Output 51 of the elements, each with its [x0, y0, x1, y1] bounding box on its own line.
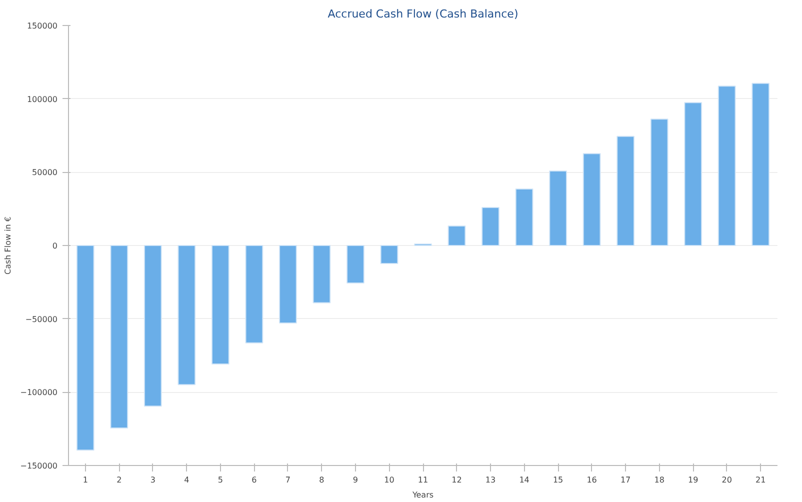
y-tick-label: 150000	[26, 22, 58, 30]
x-tick-label: 12	[452, 476, 462, 484]
bar	[718, 86, 736, 246]
x-tick-label: 14	[519, 476, 530, 484]
bar	[582, 153, 601, 246]
x-tick-label: 13	[485, 476, 496, 484]
x-tick-label: 15	[552, 476, 564, 484]
bar	[178, 245, 196, 386]
y-axis-title: Cash Flow in €	[3, 216, 12, 274]
bar	[245, 245, 264, 344]
bar	[346, 245, 364, 284]
bar	[650, 118, 668, 246]
x-tick-label: 7	[285, 476, 290, 484]
chart-title: Accrued Cash Flow (Cash Balance)	[328, 8, 518, 20]
x-tick-label: 6	[252, 476, 257, 484]
bar	[482, 207, 500, 246]
bar	[752, 82, 770, 246]
x-tick-label: 18	[654, 476, 664, 484]
bar	[515, 188, 534, 246]
x-tick-label: 20	[722, 476, 732, 484]
bar	[684, 102, 702, 246]
bar	[312, 245, 331, 304]
x-tick-label: 4	[184, 476, 190, 484]
y-tick-label: 50000	[32, 168, 58, 178]
bar	[76, 245, 94, 451]
x-tick-label: 1	[82, 476, 88, 484]
y-tick-label: 0	[52, 242, 58, 250]
x-tick-label: 3	[150, 476, 156, 484]
x-tick-label: 17	[620, 476, 631, 484]
y-tick-label: −100000	[20, 388, 58, 398]
y-tick-label: −50000	[25, 314, 58, 324]
bar	[279, 245, 297, 324]
bar	[616, 136, 635, 246]
bar	[380, 245, 398, 264]
x-tick-label: 19	[688, 476, 698, 484]
x-tick-label: 9	[352, 476, 358, 484]
x-tick-label: 2	[116, 476, 122, 484]
bar	[448, 225, 466, 246]
x-tick-label: 8	[319, 476, 324, 484]
y-tick-label: −150000	[20, 462, 58, 470]
bar	[144, 245, 162, 407]
y-tick-label: 100000	[26, 94, 58, 104]
bar	[211, 245, 230, 365]
x-axis-title: Years	[411, 490, 434, 500]
bar	[110, 245, 128, 428]
x-tick-label: 11	[418, 476, 428, 484]
x-tick-label: 5	[218, 476, 223, 484]
x-tick-label: 10	[384, 476, 394, 484]
x-tick-label: 21	[756, 476, 766, 484]
x-tick-label: 16	[586, 476, 597, 484]
bar	[549, 170, 567, 246]
